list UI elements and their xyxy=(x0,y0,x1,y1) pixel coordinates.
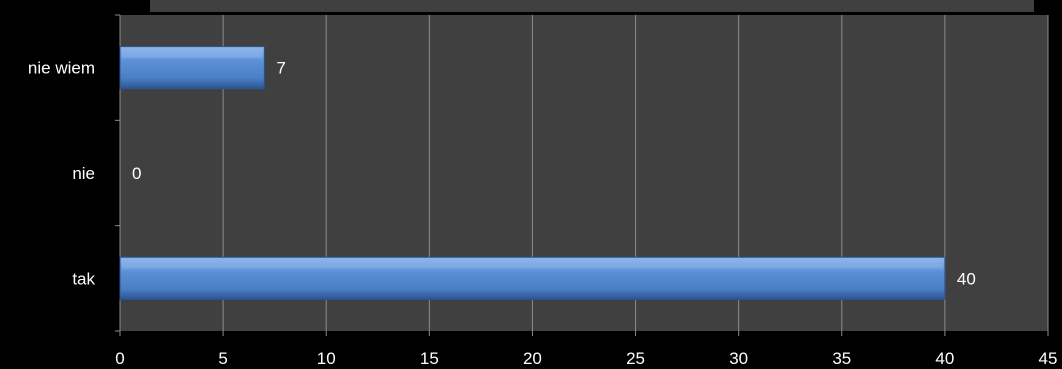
category-label-nie: nie xyxy=(72,164,95,183)
x-tick-label-35: 35 xyxy=(832,349,851,368)
data-label-nie-wiem: 7 xyxy=(276,59,285,78)
bar-nie-wiem xyxy=(119,46,265,90)
x-tick-label-20: 20 xyxy=(523,349,542,368)
bars xyxy=(119,46,946,300)
bar-highlight-tak xyxy=(122,259,943,269)
bar-highlight-nie-wiem xyxy=(122,48,263,58)
x-tick-label-15: 15 xyxy=(420,349,439,368)
category-label-tak: tak xyxy=(72,269,95,288)
top-strip xyxy=(150,0,1034,12)
x-tick-label-40: 40 xyxy=(935,349,954,368)
x-tick-label-45: 45 xyxy=(1039,349,1058,368)
data-labels: 7 0 40 xyxy=(132,59,976,289)
x-tick-labels: 0 5 10 15 20 25 30 35 40 45 xyxy=(115,349,1057,368)
x-tick-label-25: 25 xyxy=(626,349,645,368)
data-label-nie: 0 xyxy=(132,164,141,183)
data-label-tak: 40 xyxy=(957,269,976,288)
x-tick-label-30: 30 xyxy=(729,349,748,368)
category-label-nie-wiem: nie wiem xyxy=(28,59,95,78)
x-tick-label-5: 5 xyxy=(218,349,227,368)
x-tick-label-0: 0 xyxy=(115,349,124,368)
category-labels: nie wiem nie tak xyxy=(28,59,96,289)
x-tick-label-10: 10 xyxy=(317,349,336,368)
bar-tak xyxy=(119,256,946,300)
